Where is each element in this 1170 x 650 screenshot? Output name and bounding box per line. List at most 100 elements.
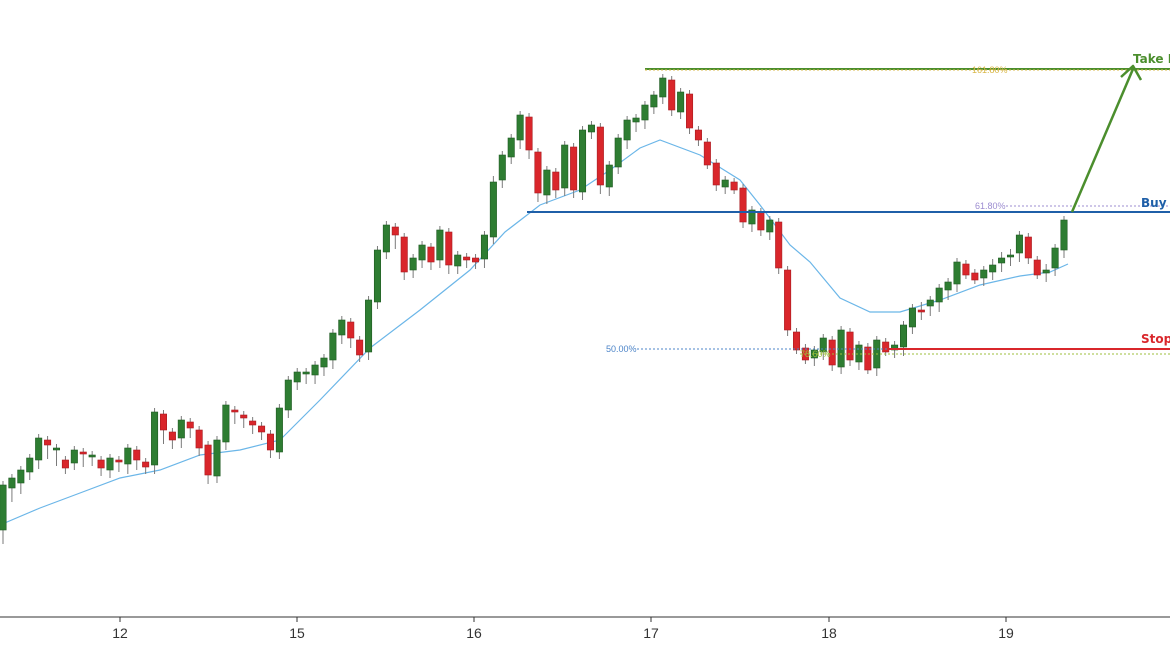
- candle-body-up: [908, 307, 916, 328]
- candle: [213, 436, 221, 483]
- candle-body-up: [614, 137, 622, 168]
- candle: [784, 266, 792, 336]
- candle-body-up: [338, 319, 346, 336]
- candle-body-up: [498, 154, 506, 181]
- candle: [917, 302, 925, 320]
- candle: [1051, 244, 1059, 276]
- candle-body-down: [793, 331, 801, 351]
- candle-body-down: [971, 272, 979, 281]
- candle-body-up: [819, 337, 827, 353]
- candle: [275, 404, 283, 459]
- candle-body-down: [784, 269, 792, 331]
- candle: [989, 259, 997, 280]
- take-profit-label: Take P: [1133, 52, 1170, 66]
- candle: [1006, 249, 1015, 266]
- candle-body-down: [962, 263, 970, 276]
- candle: [1015, 231, 1023, 262]
- candle: [133, 446, 141, 470]
- candle-body-up: [1051, 247, 1059, 269]
- candle-body-up: [543, 169, 551, 196]
- buy-entry-label: Buy E: [1141, 196, 1170, 210]
- candle: [534, 148, 542, 202]
- candle: [543, 166, 551, 204]
- candle: [302, 368, 310, 384]
- candle-body-down: [391, 226, 399, 236]
- candle-body-up: [8, 477, 16, 489]
- candle: [998, 252, 1006, 272]
- candle-body-up: [382, 224, 390, 253]
- candle: [659, 74, 667, 104]
- candle-body-up: [52, 447, 61, 451]
- candle-body-up: [989, 264, 997, 273]
- candle: [70, 446, 78, 470]
- candle: [864, 343, 872, 374]
- candle-body-up: [944, 281, 952, 291]
- candle-body-up: [454, 254, 462, 267]
- candle-body-down: [159, 413, 167, 431]
- candle-body-up: [721, 179, 729, 188]
- buy-fib-label: 61.80%: [975, 201, 1006, 211]
- candle: [142, 458, 150, 474]
- candle: [320, 354, 328, 376]
- candle: [873, 336, 881, 376]
- candle: [730, 178, 738, 194]
- candle: [52, 444, 61, 466]
- candle-body-up: [650, 94, 658, 108]
- candle-body-down: [133, 449, 141, 461]
- candle-body-down: [668, 79, 676, 111]
- candle-body-down: [882, 341, 890, 353]
- candle-body-up: [436, 229, 444, 261]
- candle-body-up: [106, 457, 114, 471]
- candle: [222, 401, 230, 450]
- candle: [552, 168, 560, 198]
- candle-body-down: [864, 346, 872, 371]
- candle: [507, 134, 515, 164]
- candle-body-down: [115, 459, 123, 463]
- x-tick-label: 15: [289, 625, 305, 641]
- candle-body-up: [766, 219, 774, 233]
- candle-body-down: [694, 129, 702, 141]
- candle-body-up: [998, 257, 1006, 264]
- candle: [1042, 264, 1050, 282]
- candle: [516, 111, 524, 149]
- candle: [1060, 216, 1068, 258]
- candle-body-down: [846, 331, 854, 361]
- candle-body-down: [231, 409, 239, 413]
- candle: [793, 328, 801, 354]
- candle-body-up: [748, 209, 756, 225]
- candle: [489, 176, 497, 244]
- candle-body-down: [258, 425, 266, 433]
- candle: [472, 254, 480, 269]
- candle: [1024, 233, 1032, 264]
- candle-body-up: [953, 261, 961, 285]
- candle: [623, 116, 631, 149]
- x-axis-ticks: 12 15 16 17 18 19: [112, 617, 1014, 641]
- candle: [596, 123, 604, 194]
- candle: [124, 444, 132, 474]
- candle-body-up: [329, 332, 337, 361]
- candle: [8, 474, 16, 502]
- candle-body-down: [347, 321, 355, 339]
- candle-body-up: [311, 364, 319, 376]
- candle: [427, 243, 435, 270]
- candle: [855, 341, 863, 370]
- candle-body-up: [579, 129, 587, 193]
- candle-body-up: [641, 104, 649, 121]
- candle-body-down: [775, 221, 783, 269]
- candle: [944, 278, 952, 300]
- candle-body-down: [472, 257, 480, 263]
- candle-body-down: [186, 421, 194, 429]
- candle-body-up: [900, 324, 908, 348]
- candle-body-down: [168, 431, 176, 441]
- candle-body-up: [507, 137, 515, 158]
- candle-body-up: [151, 411, 159, 466]
- candle: [614, 134, 622, 174]
- candle-body-up: [373, 249, 381, 303]
- candle: [935, 284, 943, 312]
- projection-arrow: [1070, 68, 1135, 213]
- candle: [356, 336, 364, 362]
- candle: [694, 126, 702, 146]
- moving-average-line: [0, 139, 1069, 526]
- candle: [498, 151, 506, 188]
- candle: [445, 228, 453, 274]
